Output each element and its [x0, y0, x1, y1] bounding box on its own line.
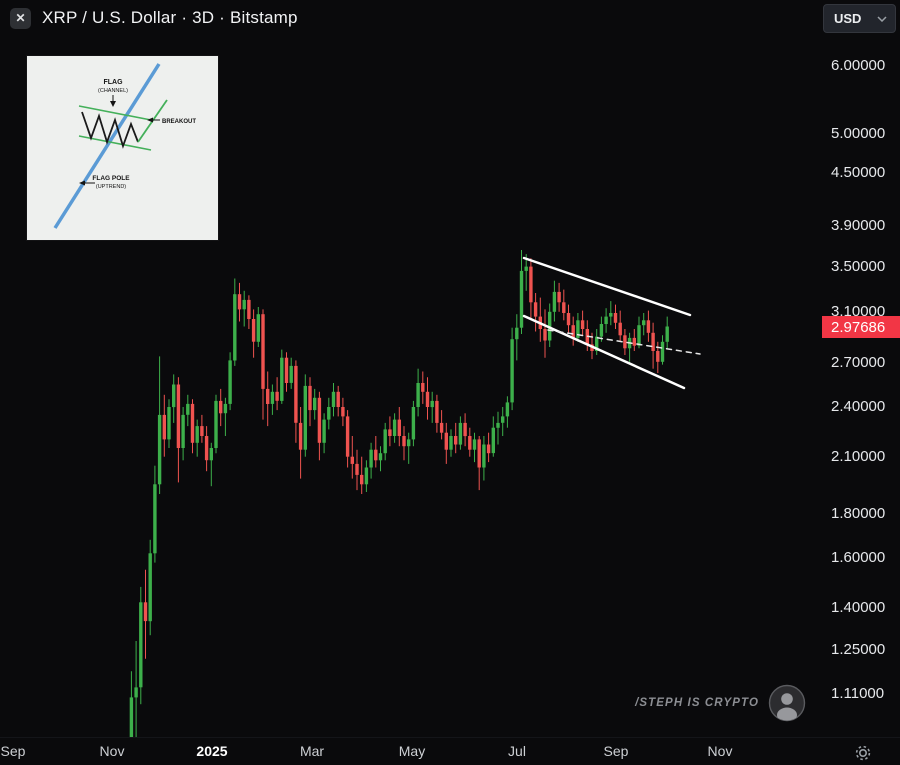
bull-flag-diagram: FLAG (CHANNEL) BREAKOUT FLAG POLE (UPTRE…: [53, 63, 196, 229]
price-axis-label: 1.25000: [831, 641, 886, 658]
pattern-inset-image: FLAG (CHANNEL) BREAKOUT FLAG POLE (UPTRE…: [27, 56, 218, 240]
channel-upper-line: [78, 105, 152, 121]
time-axis-label: Nov: [99, 743, 125, 759]
price-axis-label: 3.90000: [831, 217, 886, 234]
price-axis-label: 3.10000: [831, 303, 886, 320]
price-axis-label: 1.11000: [831, 685, 885, 702]
price-axis-label: 2.40000: [831, 398, 886, 415]
channel-bottom[interactable]: [522, 314, 686, 390]
flag-arrowhead-icon: [110, 101, 116, 107]
channel-top[interactable]: [522, 256, 692, 317]
candlestick-chart[interactable]: [0, 0, 822, 737]
time-axis-label: Nov: [707, 743, 733, 759]
price-axis-label: 6.00000: [831, 57, 886, 74]
watermark: /STEPH IS CRYPTO: [635, 684, 806, 722]
chart-title[interactable]: XRP / U.S. Dollar · 3D · Bitstamp: [42, 8, 298, 27]
time-axis-label: Jul: [508, 743, 526, 759]
breakout-arrowhead-icon: [147, 117, 153, 123]
flag-label: FLAG: [103, 79, 123, 86]
flagpole-arrowhead-icon: [79, 180, 85, 186]
current-price-badge: 2.97686: [822, 316, 900, 338]
time-axis-label: 2025: [196, 743, 228, 759]
flagpole-sub-label: (UPTREND): [96, 184, 126, 190]
gear-icon: [855, 745, 871, 761]
flagpole-trend-line: [53, 63, 161, 229]
currency-selector-value: USD: [834, 11, 862, 26]
price-axis-label: 2.70000: [831, 354, 886, 371]
price-axis-label: 1.60000: [831, 549, 886, 566]
flag-sub-label: (CHANNEL): [98, 88, 128, 94]
close-button[interactable]: ✕: [10, 7, 31, 29]
chevron-down-icon: [877, 15, 887, 22]
chart-header: ✕ XRP / U.S. Dollar · 3D · Bitstamp: [0, 0, 298, 36]
price-axis[interactable]: 2.97686 6.00000 5.00000 4.50000 3.90000 3.50…: [822, 0, 900, 737]
currency-selector[interactable]: USD: [823, 4, 896, 33]
time-axis-label: May: [398, 743, 426, 759]
time-axis-label: Mar: [299, 743, 325, 759]
price-axis-label: 4.50000: [831, 164, 886, 181]
time-axis-label: Sep: [0, 743, 26, 759]
price-axis-label: 3.50000: [831, 258, 886, 275]
price-axis-label: 1.40000: [831, 599, 886, 616]
watermark-text: /STEPH IS CRYPTO: [635, 697, 759, 709]
breakout-label: BREAKOUT: [162, 119, 196, 125]
price-axis-label: 5.00000: [831, 125, 886, 142]
flagpole-label: FLAG POLE: [92, 175, 130, 182]
current-price-value: 2.97686: [831, 318, 886, 336]
time-axis-label: Sep: [603, 743, 629, 759]
price-axis-label: 2.10000: [831, 448, 886, 465]
close-icon: ✕: [15, 11, 26, 25]
channel-mid-dashed[interactable]: [547, 329, 701, 355]
price-axis-label: 1.80000: [831, 505, 886, 522]
zigzag-price-line: [81, 111, 139, 149]
settings-button[interactable]: [853, 743, 873, 763]
avatar: [768, 684, 806, 722]
time-axis[interactable]: Sep Nov 2025 Mar May Jul Sep Nov: [0, 737, 900, 765]
